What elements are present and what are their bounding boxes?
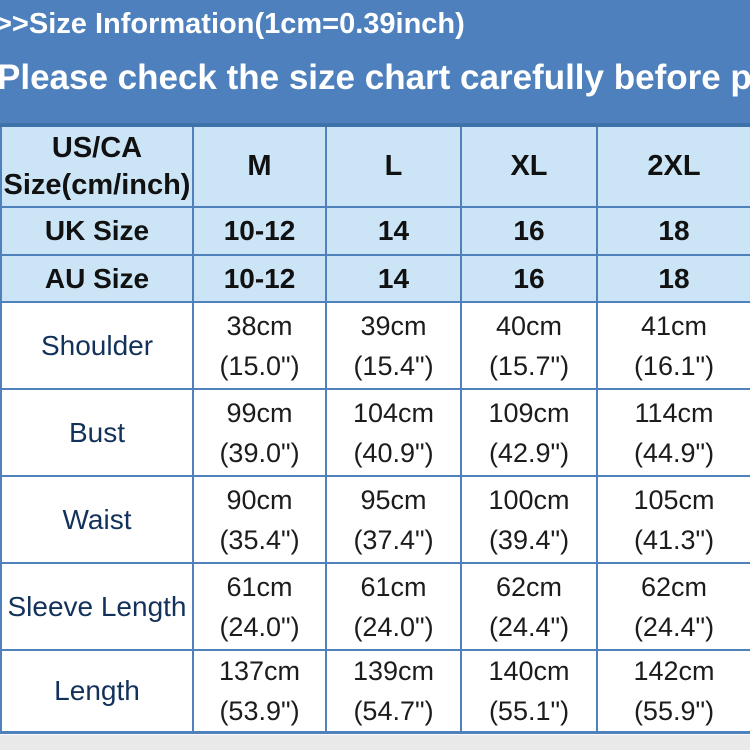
cm-value: 142cm — [633, 656, 715, 686]
cm-value: 39cm — [360, 310, 427, 341]
cm-value: 62cm — [640, 571, 708, 602]
sleeve-length-row: Sleeve Length 61cm (24.0") 61cm (24.0") … — [0, 562, 750, 651]
bust-2xl: 114cm (44.9") — [596, 388, 750, 477]
shoulder-m: 38cm (15.0") — [192, 301, 327, 390]
cm-value: 137cm — [218, 656, 301, 686]
sleeve-length-label: Sleeve Length — [0, 562, 194, 651]
inch-value: (39.4") — [488, 524, 570, 555]
cm-value: 40cm — [495, 310, 563, 341]
waist-xl: 100cm (39.4") — [460, 475, 598, 564]
cm-value: 139cm — [352, 656, 435, 686]
length-row: Length 137cm (53.9") 139cm (54.7") 140cm… — [0, 649, 750, 734]
uk-size-label: UK Size — [0, 206, 194, 256]
uk-size-l: 14 — [325, 206, 462, 256]
waist-2xl: 105cm (41.3") — [596, 475, 750, 564]
sleeve-length-m: 61cm (24.0") — [192, 562, 327, 651]
uk-size-row: UK Size 10-12 14 16 18 — [0, 206, 750, 256]
inch-value: (42.9") — [488, 437, 570, 468]
inch-value: (24.0") — [353, 611, 434, 642]
shoulder-xl: 40cm (15.7") — [460, 301, 598, 390]
inch-value: (15.4") — [353, 350, 434, 381]
inch-value: (24.0") — [219, 611, 300, 642]
inch-value: (40.9") — [353, 437, 434, 468]
shoulder-row: Shoulder 38cm (15.0") 39cm (15.4") 40cm … — [0, 301, 750, 390]
size-chart-warning: Please check the size chart carefully be… — [0, 58, 750, 97]
bottom-divider — [0, 734, 750, 748]
uk-size-m: 10-12 — [192, 206, 327, 256]
header-us-ca-line1: US/CA — [51, 131, 143, 164]
inch-value: (53.9") — [219, 696, 300, 726]
length-2xl: 142cm (55.9") — [596, 649, 750, 734]
size-information-title: >>Size Information(1cm=0.39inch) — [0, 8, 465, 40]
cm-value: 62cm — [495, 571, 563, 602]
sleeve-length-l: 61cm (24.0") — [325, 562, 462, 651]
inch-value: (44.9") — [633, 437, 715, 468]
au-size-m: 10-12 — [192, 254, 327, 303]
size-chart-table: US/CA Size(cm/inch) M L XL 2XL UK Size 1… — [0, 123, 750, 734]
au-size-xl: 16 — [460, 254, 598, 303]
length-xl: 140cm (55.1") — [460, 649, 598, 734]
cm-value: 105cm — [633, 484, 715, 515]
sleeve-length-xl: 62cm (24.4") — [460, 562, 598, 651]
cm-value: 104cm — [352, 397, 435, 428]
cm-value: 114cm — [634, 397, 714, 428]
shoulder-label: Shoulder — [0, 301, 194, 390]
cm-value: 61cm — [360, 571, 427, 602]
header-size-m: M — [192, 124, 327, 208]
cm-value: 41cm — [640, 310, 708, 341]
shoulder-2xl: 41cm (16.1") — [596, 301, 750, 390]
uk-size-2xl: 18 — [596, 206, 750, 256]
cm-value: 38cm — [226, 310, 293, 341]
length-label: Length — [0, 649, 194, 734]
table-header-row: US/CA Size(cm/inch) M L XL 2XL — [0, 124, 750, 208]
inch-value: (16.1") — [633, 350, 715, 381]
length-m: 137cm (53.9") — [192, 649, 327, 734]
header-size-xl: XL — [460, 124, 598, 208]
cm-value: 99cm — [226, 397, 293, 428]
inch-value: (24.4") — [633, 611, 715, 642]
waist-label: Waist — [0, 475, 194, 564]
shoulder-l: 39cm (15.4") — [325, 301, 462, 390]
sleeve-length-2xl: 62cm (24.4") — [596, 562, 750, 651]
au-size-l: 14 — [325, 254, 462, 303]
bust-xl: 109cm (42.9") — [460, 388, 598, 477]
inch-value: (41.3") — [633, 524, 715, 555]
waist-row: Waist 90cm (35.4") 95cm (37.4") 100cm (3… — [0, 475, 750, 564]
inch-value: (15.7") — [488, 350, 570, 381]
cm-value: 61cm — [226, 571, 293, 602]
inch-value: (55.1") — [488, 696, 570, 726]
inch-value: (39.0") — [219, 437, 300, 468]
uk-size-xl: 16 — [460, 206, 598, 256]
header-size-l: L — [325, 124, 462, 208]
inch-value: (37.4") — [353, 524, 434, 555]
cm-value: 140cm — [488, 656, 570, 686]
header-size-2xl: 2XL — [596, 124, 750, 208]
au-size-2xl: 18 — [596, 254, 750, 303]
bust-label: Bust — [0, 388, 194, 477]
header-us-ca-size: US/CA Size(cm/inch) — [0, 124, 194, 208]
bust-m: 99cm (39.0") — [192, 388, 327, 477]
waist-m: 90cm (35.4") — [192, 475, 327, 564]
cm-value: 90cm — [226, 484, 293, 515]
inch-value: (54.7") — [353, 696, 434, 726]
cm-value: 95cm — [360, 484, 427, 515]
size-info-banner: >>Size Information(1cm=0.39inch) Please … — [0, 0, 750, 123]
cm-value: 109cm — [488, 397, 570, 428]
inch-value: (55.9") — [633, 696, 715, 726]
bust-row: Bust 99cm (39.0") 104cm (40.9") 109cm (4… — [0, 388, 750, 477]
inch-value: (24.4") — [488, 611, 570, 642]
waist-l: 95cm (37.4") — [325, 475, 462, 564]
cm-value: 100cm — [488, 484, 570, 515]
header-us-ca-line2: Size(cm/inch) — [3, 168, 191, 201]
au-size-label: AU Size — [0, 254, 194, 303]
bust-l: 104cm (40.9") — [325, 388, 462, 477]
inch-value: (15.0") — [219, 350, 300, 381]
length-l: 139cm (54.7") — [325, 649, 462, 734]
inch-value: (35.4") — [219, 524, 300, 555]
au-size-row: AU Size 10-12 14 16 18 — [0, 254, 750, 303]
